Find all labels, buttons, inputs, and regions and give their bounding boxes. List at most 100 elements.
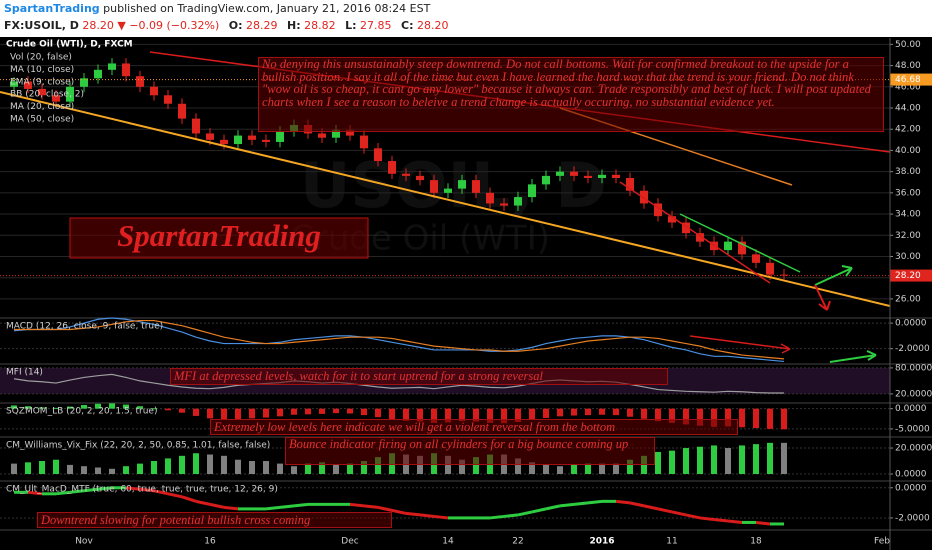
candle-body [430, 180, 438, 193]
bar [683, 408, 689, 425]
chart-title: Crude Oil (WTI), D, FXCM [6, 40, 133, 50]
high: 28.82 [304, 19, 336, 32]
indicator-label: EMA (9, close) [10, 77, 74, 87]
bar [725, 448, 731, 474]
line-segment [671, 510, 687, 517]
candle-body [682, 222, 690, 234]
bar [571, 464, 577, 474]
bar [753, 408, 759, 429]
panel-title: CM_Williams_Vix_Fix (22, 20, 2, 50, 0.85… [6, 441, 270, 451]
panel-title: CM_Ult_MacD_MTF (true, 60, true, true, t… [6, 485, 278, 495]
author[interactable]: SpartanTrading [4, 2, 100, 15]
line [13, 317, 785, 363]
candle-body [38, 88, 46, 96]
trend-line [679, 213, 801, 273]
candle-body [458, 180, 466, 189]
header: SpartanTrading published on TradingView.… [0, 0, 932, 37]
line-segment [69, 489, 85, 494]
candle-body [514, 197, 522, 206]
y-tick-label: 46.00 [895, 82, 921, 92]
logo-box [69, 217, 369, 259]
bar [739, 445, 745, 474]
bar [585, 463, 591, 474]
candle-body [416, 175, 424, 181]
candle-body [668, 216, 676, 223]
bar [543, 464, 549, 474]
y-tick-label: 0.0000 [895, 483, 927, 493]
low-label: L: [345, 19, 357, 32]
bar [781, 408, 787, 430]
candle-body [164, 95, 172, 104]
line-segment [209, 502, 225, 509]
candle-body [52, 95, 60, 102]
panel-title: MACD (12, 26, close, 9, false, true) [6, 322, 163, 332]
candle-body [234, 135, 242, 145]
bar [585, 408, 591, 416]
bar [137, 463, 143, 474]
bar [697, 408, 703, 426]
line-segment [559, 502, 575, 508]
x-tick-label: 11 [666, 537, 677, 547]
candle-body [654, 203, 662, 217]
bar [165, 408, 171, 411]
bar [711, 445, 717, 474]
candle-body [262, 139, 270, 142]
candle-body [332, 130, 340, 138]
bar [11, 463, 17, 474]
bar [445, 408, 451, 423]
bar [473, 457, 479, 474]
line-segment [419, 513, 435, 518]
candle-body [444, 188, 452, 193]
bar [277, 463, 283, 474]
bar [305, 463, 311, 474]
line-segment [685, 513, 701, 520]
candle-body [10, 81, 18, 87]
candle-body [346, 130, 354, 136]
bar [403, 408, 409, 421]
bar [473, 408, 479, 422]
trend-line [619, 181, 771, 284]
bar [599, 463, 605, 474]
bar [25, 462, 31, 474]
indicator-label: MA (10, close) [10, 65, 74, 75]
bar [613, 408, 619, 416]
y-tick-label: 20.0000 [895, 444, 932, 454]
candle-body [150, 86, 158, 96]
candle-body [248, 135, 256, 140]
close-label: C: [401, 19, 414, 32]
x-tick-label: Nov [75, 537, 93, 547]
symbol: FX:USOIL, D [4, 19, 79, 32]
candle-body [486, 192, 494, 204]
y-tick-label: 0.0000 [895, 469, 927, 479]
low: 27.85 [360, 19, 392, 32]
candle-body [528, 184, 536, 198]
bar [739, 408, 745, 428]
bar [627, 408, 633, 417]
x-tick-label: 14 [442, 537, 454, 547]
arrow [689, 335, 791, 354]
line-segment [391, 508, 407, 515]
candle-body [66, 86, 74, 102]
bar [67, 406, 73, 409]
candle-body [766, 262, 774, 275]
bar [193, 453, 199, 474]
panel-title: MFI (14) [6, 368, 43, 378]
bar [11, 405, 17, 409]
candle-body [724, 241, 732, 251]
candle-body [192, 118, 200, 134]
line-segment [405, 511, 421, 517]
candle-body [696, 233, 704, 242]
bar [767, 408, 773, 429]
bar [249, 408, 255, 419]
line-segment [27, 490, 43, 496]
x-tick-label: 22 [512, 537, 523, 547]
line-segment [531, 507, 547, 514]
bar [319, 462, 325, 474]
line-segment [139, 487, 155, 493]
line-segment [377, 505, 393, 512]
x-tick-label: Feb [874, 537, 890, 547]
price-marker-label: 28.20 [895, 271, 921, 281]
bar [529, 408, 535, 420]
bar [179, 455, 185, 474]
bar [39, 407, 45, 409]
